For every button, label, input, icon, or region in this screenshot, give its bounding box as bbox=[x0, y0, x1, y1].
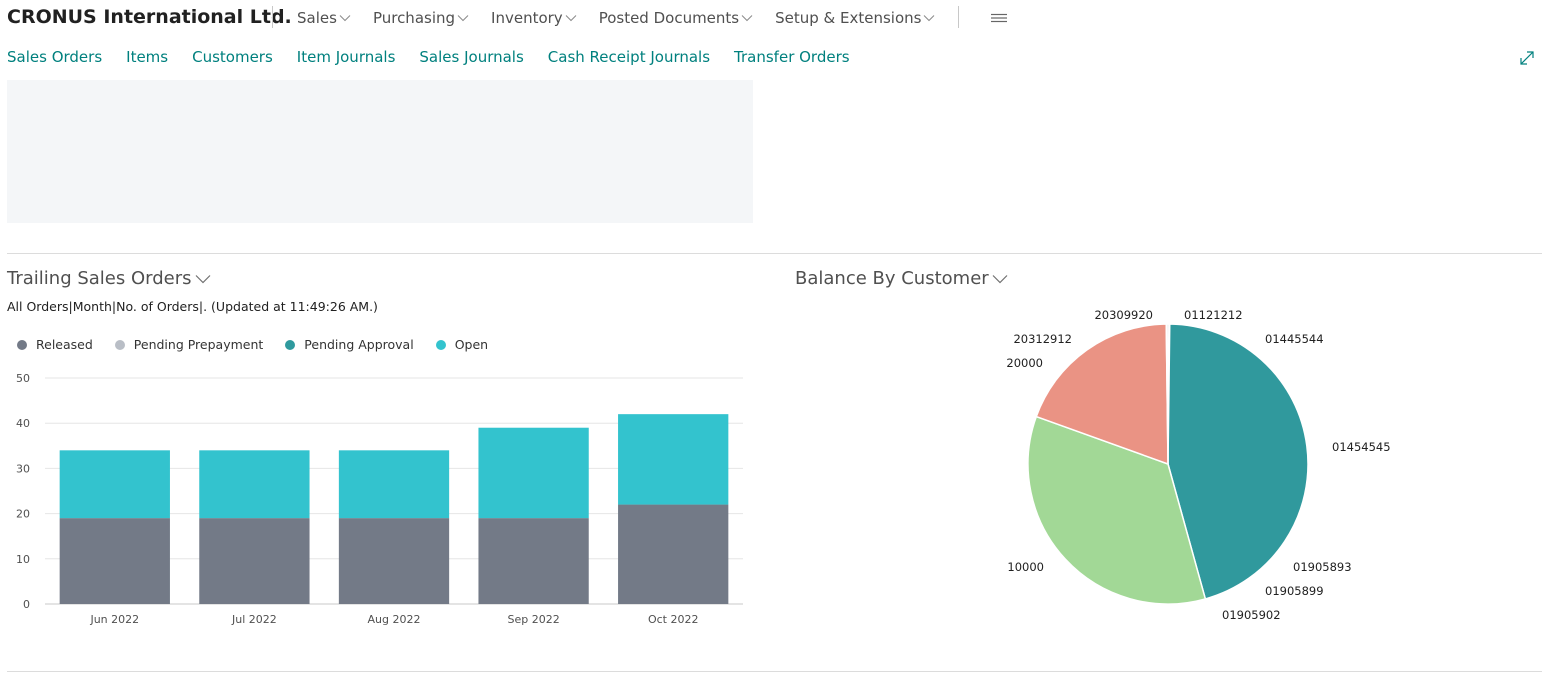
y-tick-label: 20 bbox=[16, 508, 30, 521]
bar-segment[interactable] bbox=[338, 518, 450, 604]
top-customers-list-panel[interactable] bbox=[7, 80, 753, 223]
legend-label: Pending Prepayment bbox=[133, 337, 264, 352]
x-tick-label: Sep 2022 bbox=[507, 613, 559, 626]
menu-purchasing[interactable]: Purchasing bbox=[373, 9, 469, 27]
legend-dot bbox=[114, 339, 125, 350]
menu-inventory[interactable]: Inventory bbox=[491, 9, 577, 27]
secondary-navigation: Sales Orders Items Customers Item Journa… bbox=[7, 48, 874, 66]
x-tick-label: Jun 2022 bbox=[89, 613, 139, 626]
pie-slice-label: 01905902 bbox=[1222, 608, 1281, 622]
pie-slice[interactable] bbox=[1035, 323, 1169, 466]
chart-subtitle: All Orders|Month|No. of Orders|. (Update… bbox=[7, 299, 378, 314]
link-cash-receipt-journals[interactable]: Cash Receipt Journals bbox=[547, 48, 711, 66]
balance-by-customer-chart: 01121212 01445544 01454545 01905893 01905899… bbox=[1006, 308, 1391, 622]
menu-label: Inventory bbox=[491, 9, 563, 27]
legend-item-pending-approval[interactable]: Pending Approval bbox=[285, 337, 414, 352]
legend-item-released[interactable]: Released bbox=[17, 337, 93, 352]
bar-segment[interactable] bbox=[618, 504, 729, 604]
bar-segment[interactable] bbox=[338, 450, 450, 519]
divider bbox=[272, 6, 273, 28]
bar-segment[interactable] bbox=[59, 518, 170, 604]
trailing-sales-orders-title[interactable]: Trailing Sales Orders bbox=[7, 268, 211, 289]
pie-slice[interactable] bbox=[1027, 415, 1207, 605]
legend-label: Pending Approval bbox=[304, 337, 414, 352]
divider bbox=[958, 6, 959, 28]
pie-slice[interactable] bbox=[1165, 323, 1169, 465]
y-tick-label: 30 bbox=[16, 462, 30, 475]
pie-slice-label: 20312912 bbox=[1013, 332, 1072, 346]
chevron-down-icon bbox=[565, 15, 577, 22]
menu-setup-extensions[interactable]: Setup & Extensions bbox=[775, 9, 935, 27]
bar-segment[interactable] bbox=[59, 450, 170, 519]
pie-slice-label: 01905899 bbox=[1265, 584, 1324, 598]
menu-posted-documents[interactable]: Posted Documents bbox=[599, 9, 753, 27]
hamburger-icon[interactable] bbox=[990, 11, 1008, 25]
bar-segment[interactable] bbox=[618, 414, 729, 505]
bar-segment[interactable] bbox=[199, 518, 310, 604]
chart-legend: Released Pending Prepayment Pending Appr… bbox=[17, 337, 510, 352]
x-tick-label: Aug 2022 bbox=[368, 613, 421, 626]
x-tick-label: Oct 2022 bbox=[648, 613, 699, 626]
link-customers[interactable]: Customers bbox=[192, 48, 273, 66]
bar-segment[interactable] bbox=[478, 518, 589, 604]
section-divider bbox=[7, 671, 1542, 672]
legend-label: Open bbox=[454, 337, 489, 352]
trailing-sales-orders-chart: 0 10 20 30 40 50 Jun 2022 Jul 2022 Aug 2022 Sep 2… bbox=[16, 372, 743, 626]
link-item-journals[interactable]: Item Journals bbox=[296, 48, 396, 66]
pie-slice-label: 01454545 bbox=[1332, 440, 1391, 454]
y-tick-label: 40 bbox=[16, 417, 30, 430]
chevron-down-icon bbox=[339, 15, 351, 22]
pie-slice-label: 10000 bbox=[1007, 560, 1044, 574]
legend-dot bbox=[285, 339, 296, 350]
link-transfer-orders[interactable]: Transfer Orders bbox=[734, 48, 850, 66]
part-title-label: Balance By Customer bbox=[795, 268, 989, 289]
bar-segment[interactable] bbox=[478, 427, 589, 519]
link-sales-orders[interactable]: Sales Orders bbox=[7, 48, 103, 66]
chevron-down-icon bbox=[457, 15, 469, 22]
menu-sales[interactable]: Sales bbox=[297, 9, 351, 27]
bar-segment[interactable] bbox=[199, 450, 310, 519]
legend-dot bbox=[17, 339, 27, 350]
chevron-down-icon bbox=[924, 15, 935, 22]
company-name[interactable]: CRONUS International Ltd. bbox=[7, 6, 292, 28]
chevron-down-icon bbox=[992, 274, 1008, 283]
pie-slice-label: 20000 bbox=[1006, 356, 1043, 370]
pie-slice[interactable] bbox=[1167, 323, 1309, 600]
main-menu: Sales Purchasing Inventory Posted Docume… bbox=[297, 0, 957, 36]
y-tick-label: 10 bbox=[16, 553, 30, 566]
chevron-down-icon bbox=[195, 274, 210, 283]
link-items[interactable]: Items bbox=[126, 48, 169, 66]
x-tick-label: Jul 2022 bbox=[231, 613, 277, 626]
pie-slice-label: 20309920 bbox=[1094, 308, 1153, 322]
part-title-label: Trailing Sales Orders bbox=[7, 268, 192, 289]
section-divider bbox=[7, 253, 1542, 254]
legend-item-open[interactable]: Open bbox=[435, 337, 489, 352]
legend-item-pending-prepayment[interactable]: Pending Prepayment bbox=[114, 337, 264, 352]
menu-label: Posted Documents bbox=[598, 9, 740, 27]
expand-icon[interactable] bbox=[1518, 49, 1536, 67]
link-sales-journals[interactable]: Sales Journals bbox=[419, 48, 524, 66]
chevron-down-icon bbox=[741, 15, 753, 22]
legend-label: Released bbox=[36, 337, 93, 352]
y-tick-label: 50 bbox=[16, 372, 30, 385]
top-navigation-bar: CRONUS International Ltd. Sales Purchasi… bbox=[0, 0, 1553, 38]
menu-label: Setup & Extensions bbox=[775, 9, 922, 27]
menu-label: Purchasing bbox=[372, 9, 456, 27]
menu-label: Sales bbox=[297, 9, 337, 27]
pie-slice-label: 01445544 bbox=[1265, 332, 1324, 346]
pie-slice-label: 01905893 bbox=[1293, 560, 1352, 574]
legend-dot bbox=[435, 339, 446, 350]
pie-slice-label: 01121212 bbox=[1184, 308, 1243, 322]
balance-by-customer-title[interactable]: Balance By Customer bbox=[795, 268, 1008, 289]
y-tick-label: 0 bbox=[23, 598, 30, 611]
